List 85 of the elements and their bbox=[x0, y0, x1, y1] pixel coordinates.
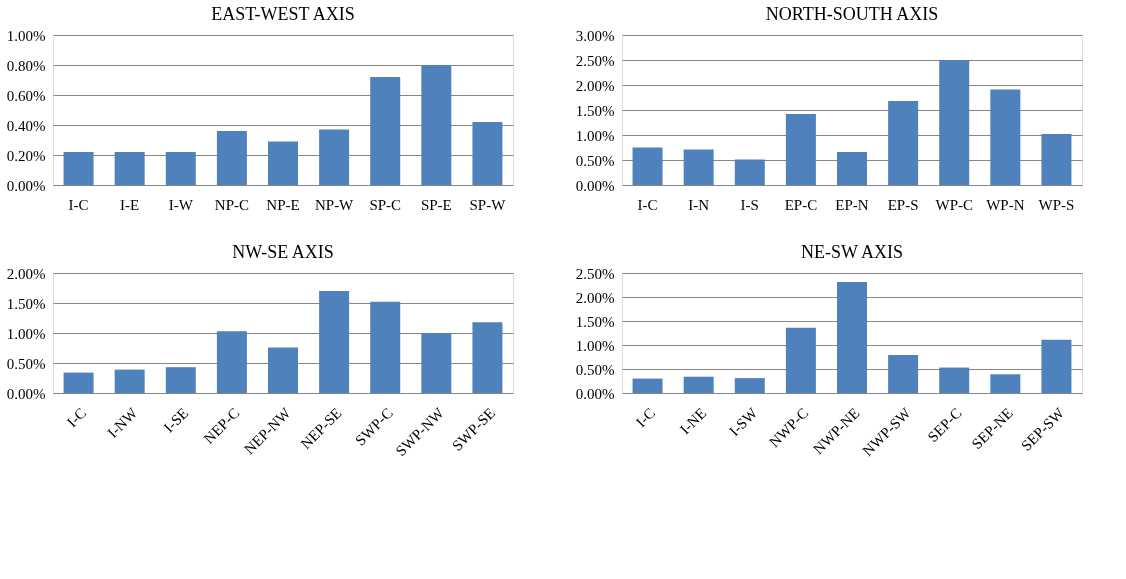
bar bbox=[632, 147, 663, 185]
x-tick-label: I-W bbox=[168, 196, 194, 213]
y-tick-label: 2.00% bbox=[575, 77, 615, 94]
x-tick-label: I-C bbox=[632, 404, 659, 431]
bar bbox=[268, 347, 298, 393]
y-tick-label: 2.00% bbox=[6, 265, 46, 282]
y-tick-label: 1.00% bbox=[575, 337, 615, 354]
bar bbox=[632, 378, 663, 393]
y-tick-label: 1.50% bbox=[575, 313, 615, 330]
y-tick-label: 1.50% bbox=[6, 295, 46, 312]
bar bbox=[216, 131, 247, 185]
bar bbox=[1041, 134, 1072, 185]
bar bbox=[837, 152, 867, 185]
y-tick-label: 0.50% bbox=[575, 361, 615, 378]
x-tick-label: I-SE bbox=[160, 404, 192, 436]
y-tick-label: 3.00% bbox=[575, 27, 615, 44]
y-tick-label: 2.50% bbox=[575, 265, 615, 282]
y-tick-label: 0.80% bbox=[6, 57, 46, 74]
bar bbox=[734, 378, 765, 393]
bar bbox=[939, 60, 970, 185]
y-tick-label: 1.50% bbox=[575, 102, 615, 119]
bar bbox=[785, 327, 816, 393]
chart-title: NW-SE AXIS bbox=[232, 242, 334, 262]
x-tick-label: WP-S bbox=[1038, 196, 1075, 213]
bar bbox=[472, 322, 503, 393]
y-tick-label: 1.00% bbox=[6, 325, 46, 342]
x-tick-label: EP-S bbox=[887, 196, 919, 213]
x-tick-label: I-C bbox=[68, 196, 89, 213]
y-tick-label: 1.00% bbox=[6, 27, 46, 44]
bar bbox=[472, 122, 503, 185]
x-tick-label: I-C bbox=[637, 196, 658, 213]
bar bbox=[888, 355, 919, 393]
bar bbox=[63, 152, 94, 185]
x-tick-label: WP-C bbox=[935, 196, 973, 213]
y-tick-label: 0.50% bbox=[6, 355, 46, 372]
bar bbox=[370, 301, 401, 393]
x-tick-label: EP-N bbox=[835, 196, 869, 213]
bar bbox=[785, 114, 816, 185]
y-tick-label: 0.20% bbox=[6, 147, 46, 164]
chart-title: NORTH-SOUTH AXIS bbox=[765, 4, 939, 24]
chart-title: NE-SW AXIS bbox=[800, 242, 904, 262]
bar bbox=[837, 282, 867, 393]
y-tick-label: 0.00% bbox=[6, 385, 46, 402]
x-tick-label: SP-W bbox=[469, 196, 507, 213]
bar bbox=[1041, 339, 1072, 393]
x-tick-label: WP-N bbox=[986, 196, 1025, 213]
y-tick-label: 0.00% bbox=[575, 385, 615, 402]
bar bbox=[421, 333, 452, 393]
bar bbox=[370, 77, 401, 185]
bar bbox=[683, 376, 714, 393]
bar bbox=[165, 152, 196, 185]
x-tick-label: I-S bbox=[740, 196, 759, 213]
bar bbox=[63, 372, 94, 393]
y-tick-label: 0.00% bbox=[575, 177, 615, 194]
x-tick-label: SP-E bbox=[420, 196, 452, 213]
x-tick-label: NP-W bbox=[314, 196, 355, 213]
bar bbox=[114, 369, 145, 393]
y-tick-label: 0.50% bbox=[575, 152, 615, 169]
y-tick-label: 2.50% bbox=[575, 52, 615, 69]
y-tick-label: 0.40% bbox=[6, 117, 46, 134]
bar bbox=[683, 149, 714, 185]
y-tick-label: 1.00% bbox=[575, 127, 615, 144]
bar bbox=[990, 89, 1021, 185]
bar bbox=[165, 367, 196, 393]
y-tick-label: 0.60% bbox=[6, 87, 46, 104]
x-tick-label: I-E bbox=[120, 196, 140, 213]
x-tick-label: I-C bbox=[63, 404, 90, 431]
chart-title: EAST-WEST AXIS bbox=[211, 4, 355, 24]
bar bbox=[216, 331, 247, 393]
bar bbox=[319, 291, 350, 393]
x-tick-label: SP-C bbox=[369, 196, 402, 213]
bar bbox=[421, 65, 452, 185]
bar bbox=[268, 141, 298, 185]
bar bbox=[888, 101, 919, 185]
bar bbox=[939, 367, 970, 393]
y-tick-label: 2.00% bbox=[575, 289, 615, 306]
bar bbox=[319, 129, 350, 185]
x-tick-label: NP-C bbox=[214, 196, 249, 213]
bar bbox=[734, 159, 765, 185]
bar bbox=[990, 374, 1021, 393]
x-tick-label: I-N bbox=[688, 196, 710, 213]
y-tick-label: 0.00% bbox=[6, 177, 46, 194]
x-tick-label: EP-C bbox=[784, 196, 818, 213]
bar bbox=[114, 152, 145, 185]
x-tick-label: NP-E bbox=[266, 196, 300, 213]
